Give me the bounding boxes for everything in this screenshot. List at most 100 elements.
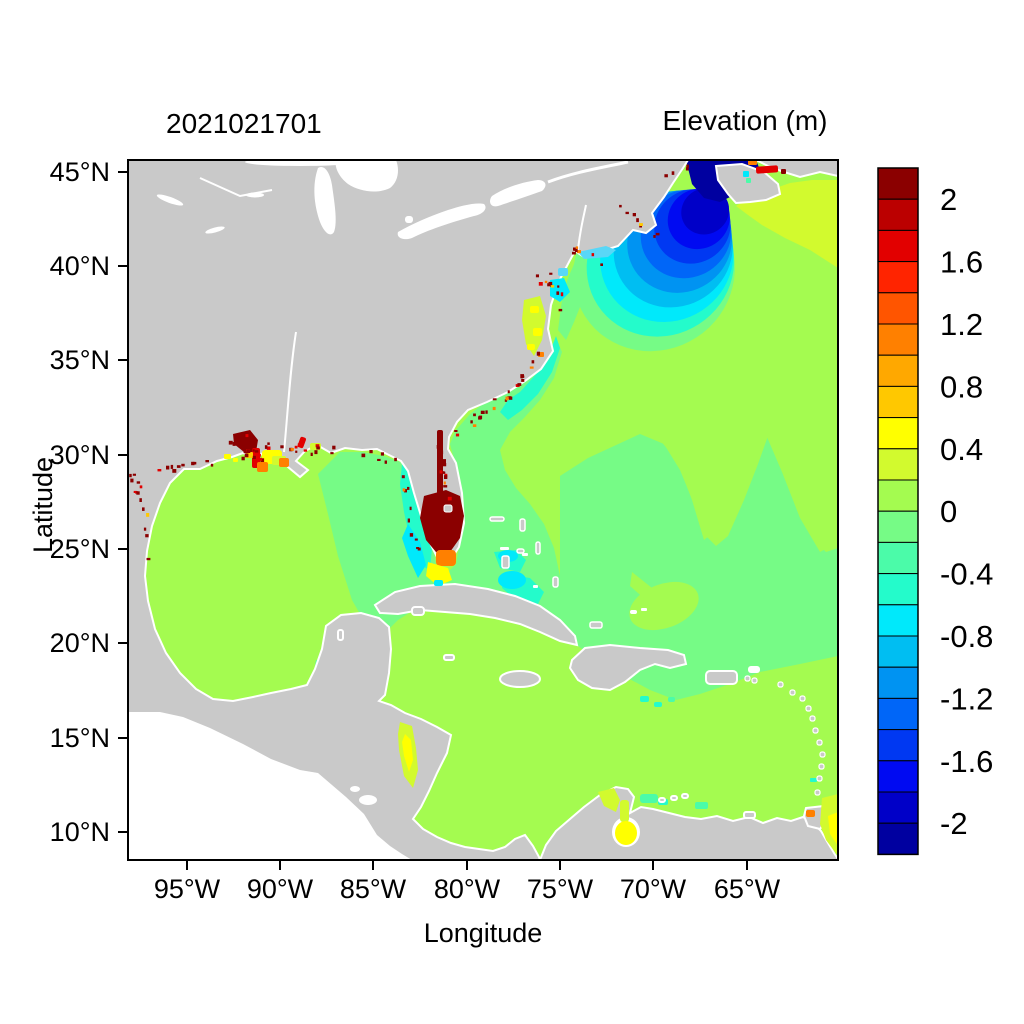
speckle-dot xyxy=(242,443,246,446)
x-tick: 95°W xyxy=(154,874,221,904)
speckle-dot xyxy=(139,485,143,489)
speckle-dot xyxy=(254,450,259,453)
colorbar-segment xyxy=(877,479,919,512)
colorbar-segment xyxy=(877,292,919,325)
speckle-dot xyxy=(664,174,668,178)
antilles-island xyxy=(819,751,826,758)
speckle-dot xyxy=(480,410,485,414)
speckle-dot xyxy=(573,247,577,251)
speckle-dot xyxy=(129,473,132,478)
speckle-dot xyxy=(557,285,560,288)
speckle-dot xyxy=(249,441,252,444)
speckle-dot xyxy=(492,406,496,411)
speckle-dot xyxy=(600,263,603,266)
speckle-dot xyxy=(314,450,318,455)
speckle-dot xyxy=(290,448,294,451)
nova-scotia-shelf-band xyxy=(736,180,838,268)
bahama-island xyxy=(501,555,510,569)
colorbar-segment xyxy=(877,666,919,699)
pacific-outside-domain xyxy=(128,712,412,860)
speckle-dot xyxy=(529,366,534,369)
lakes-and-rivers xyxy=(156,158,760,805)
speckle-dot xyxy=(507,390,510,394)
colorbar-border xyxy=(877,167,919,856)
speckle-dot xyxy=(297,443,302,448)
speckle-dot xyxy=(244,453,249,458)
speckle-dot xyxy=(671,171,675,175)
colorbar-segment xyxy=(877,385,919,419)
speckle-dot xyxy=(619,204,622,208)
bahama-island xyxy=(489,516,505,522)
x-axis-title: Longitude xyxy=(424,918,543,948)
speckle-dot xyxy=(447,496,452,501)
y-tick: 20°N xyxy=(50,628,110,658)
antilles-island xyxy=(744,675,751,682)
x-tick: 70°W xyxy=(620,874,687,904)
speckle-dot xyxy=(538,282,543,286)
map-area xyxy=(118,158,839,870)
speckle-dot xyxy=(146,557,151,561)
speckle-dot xyxy=(558,308,563,312)
speckle-dot xyxy=(166,465,170,470)
colorbar-segment xyxy=(877,198,919,231)
colorbar-title: Elevation (m) xyxy=(663,105,828,136)
x-tick: 85°W xyxy=(340,874,407,904)
speckle-dot xyxy=(407,486,410,490)
speckle-dot xyxy=(145,534,149,538)
speckle-dot xyxy=(330,452,334,455)
antilles-island xyxy=(812,727,819,734)
speckle-dot xyxy=(441,471,446,474)
speckle-dot xyxy=(294,445,298,449)
speckle-dot xyxy=(472,424,477,427)
speckle-dot xyxy=(443,481,446,485)
speckle-dot xyxy=(243,444,246,448)
x-tick: 90°W xyxy=(247,874,314,904)
colorbar-segment xyxy=(877,604,919,637)
speckle-dot xyxy=(547,283,551,287)
speckle-dot xyxy=(436,445,440,449)
x-axis-labels: 95°W 90°W 85°W 80°W 75°W 70°W 65°W xyxy=(154,874,781,904)
speckle-dot xyxy=(232,441,236,446)
y-tick: 15°N xyxy=(50,723,110,753)
speckle-dot xyxy=(315,444,320,448)
speckle-dot xyxy=(655,232,660,236)
speckle-dot xyxy=(455,433,460,437)
speckle-dot xyxy=(535,274,539,278)
colorbar-segment xyxy=(877,354,919,387)
speckle-dot xyxy=(316,446,320,450)
speckle-dot xyxy=(577,250,581,254)
speckle-dot xyxy=(233,435,238,439)
speckle-dot xyxy=(470,420,473,424)
bahama-island xyxy=(516,548,525,554)
colorbar-segment xyxy=(877,697,919,731)
bahama-island xyxy=(552,576,559,588)
speckle-dot xyxy=(544,280,548,284)
speckle-dot xyxy=(507,396,512,399)
speckle-dot xyxy=(401,475,405,479)
antilles-island xyxy=(816,775,823,782)
antilles-island xyxy=(814,789,821,796)
speckle-dot xyxy=(170,464,174,469)
speckle-dot xyxy=(377,458,381,461)
y-axis-labels: 45°N 40°N 35°N 30°N 25°N 20°N 15°N 10°N xyxy=(50,157,110,847)
colorbar-tick-label: -0.4 xyxy=(940,557,993,592)
speckle-dot xyxy=(172,469,177,473)
speckle-dot xyxy=(653,235,656,238)
colorbar-tick-label: 1.2 xyxy=(940,307,983,342)
speckle-dot xyxy=(639,223,643,226)
speckle-dot xyxy=(416,547,420,550)
speckle-dot xyxy=(394,457,397,462)
map-frame xyxy=(127,159,839,861)
speckle-dot xyxy=(409,533,414,537)
colorbar-segment xyxy=(877,791,919,824)
y-tick: 30°N xyxy=(50,440,110,470)
speckle-dot xyxy=(146,513,150,517)
antilles-island xyxy=(818,763,825,770)
speckle-dot xyxy=(259,457,263,461)
y-tick: 45°N xyxy=(50,157,110,187)
speckle-dot xyxy=(685,167,689,171)
speckle-dot xyxy=(380,452,384,456)
speckle-dot xyxy=(473,413,476,417)
colorbar-segment xyxy=(877,541,919,575)
speckle-dot xyxy=(444,475,448,479)
